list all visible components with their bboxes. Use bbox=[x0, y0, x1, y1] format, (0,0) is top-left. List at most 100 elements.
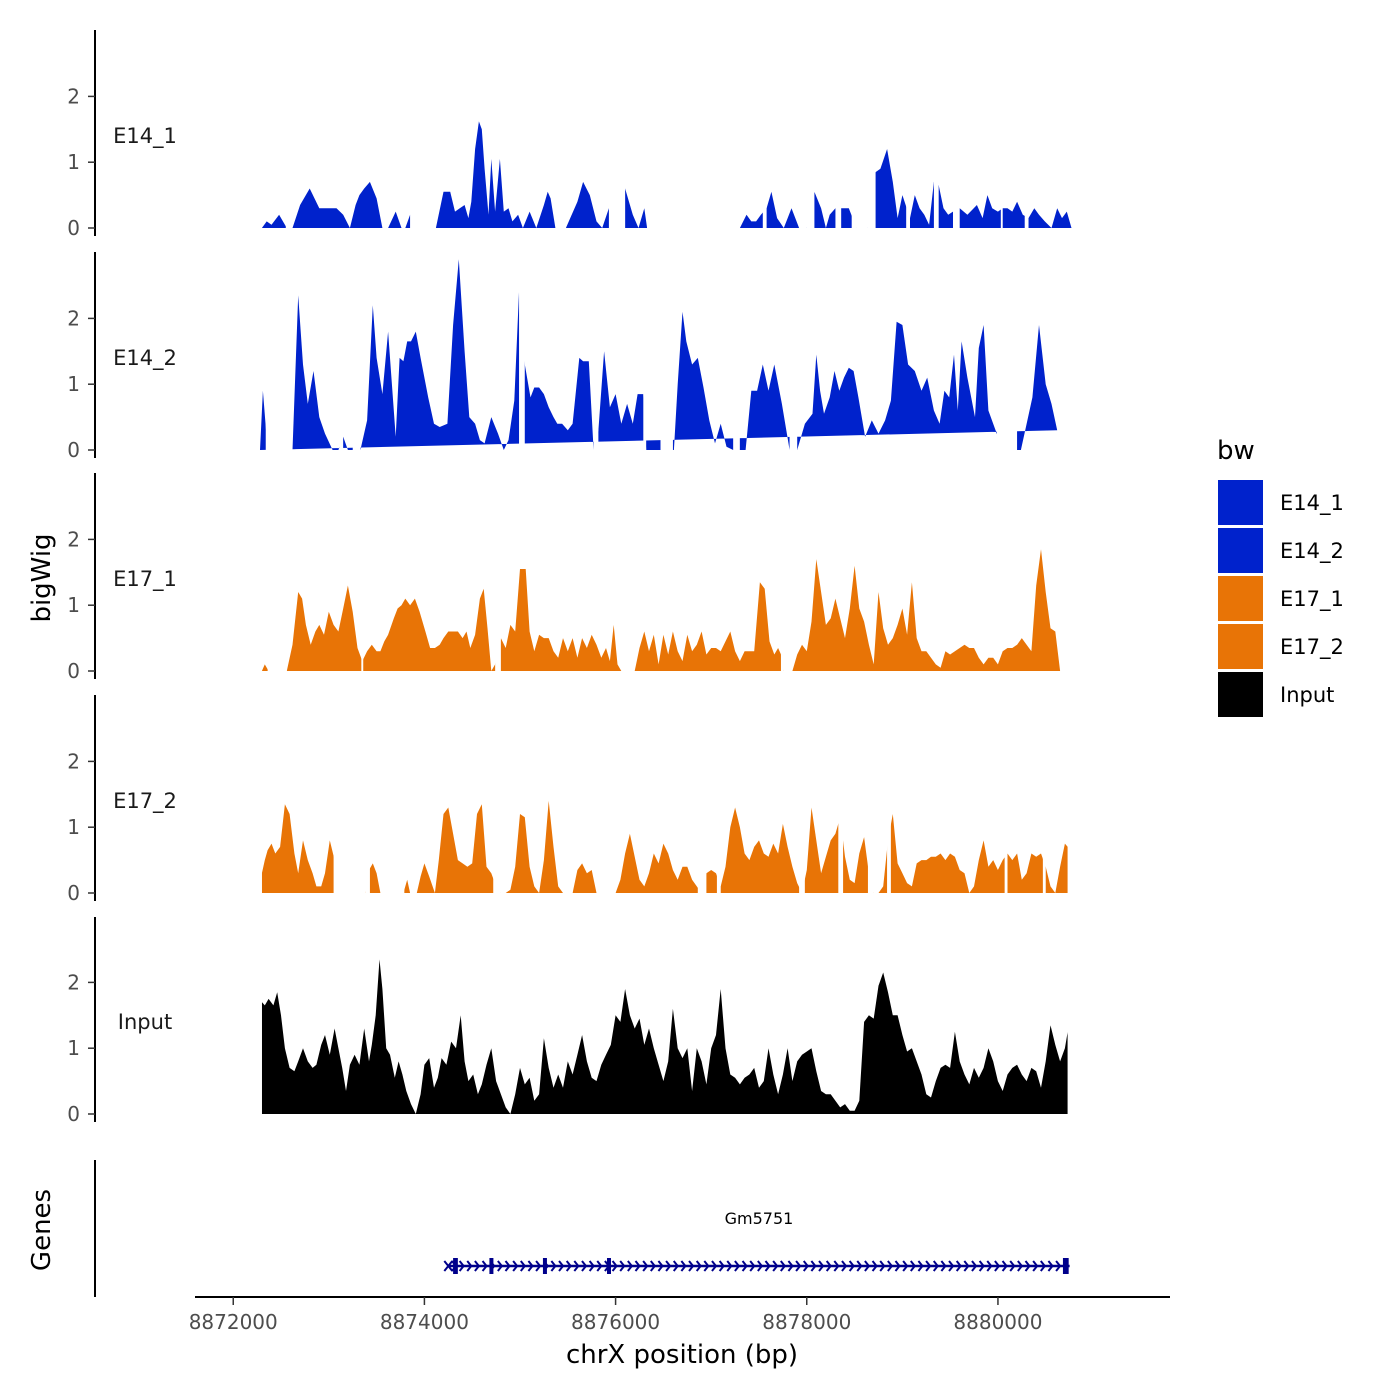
strand-arrow bbox=[1017, 1260, 1024, 1272]
strand-arrow bbox=[925, 1260, 932, 1272]
strand-arrow bbox=[856, 1260, 863, 1272]
strand-arrow bbox=[550, 1260, 557, 1272]
strand-arrow bbox=[504, 1260, 511, 1272]
gene-start-marker bbox=[443, 1260, 454, 1272]
strand-arrow bbox=[573, 1260, 580, 1272]
y-tick-label: 2 bbox=[67, 84, 80, 108]
gene-Gm5751: Gm5751 bbox=[443, 1209, 1070, 1274]
legend-label: E14_2 bbox=[1280, 539, 1344, 564]
strand-arrow bbox=[688, 1260, 695, 1272]
genes-panel: Gm5751 bbox=[94, 1160, 1070, 1297]
strand-arrow bbox=[894, 1260, 901, 1272]
track-E14_1: 0 1 2 E14_1 bbox=[67, 30, 1072, 240]
y-tick-label: 0 bbox=[67, 438, 80, 462]
strand-arrow bbox=[787, 1260, 794, 1272]
strand-arrow bbox=[879, 1260, 886, 1272]
strand-arrow bbox=[474, 1260, 481, 1272]
exon bbox=[542, 1258, 547, 1274]
exon bbox=[1062, 1258, 1069, 1274]
y-axis-title: bigWig bbox=[27, 533, 57, 622]
strand-arrow bbox=[665, 1260, 672, 1272]
strand-arrow bbox=[795, 1260, 802, 1272]
signal-area-Input bbox=[261, 959, 1068, 1114]
track-label: Input bbox=[118, 1010, 172, 1034]
strand-arrow bbox=[519, 1260, 527, 1272]
strand-arrow bbox=[1032, 1260, 1039, 1272]
strand-arrow bbox=[466, 1260, 473, 1272]
strand-arrow bbox=[734, 1260, 741, 1272]
strand-arrow bbox=[649, 1260, 657, 1272]
strand-arrow bbox=[512, 1260, 519, 1272]
strand-arrow bbox=[772, 1260, 779, 1272]
strand-arrow bbox=[810, 1260, 817, 1272]
strand-arrow bbox=[1047, 1260, 1054, 1272]
strand-arrow bbox=[642, 1260, 649, 1272]
strand-arrow bbox=[871, 1260, 878, 1272]
strand-arrow bbox=[680, 1260, 687, 1272]
track-label: E14_2 bbox=[113, 346, 177, 371]
strand-arrow bbox=[818, 1260, 825, 1272]
y-tick-label: 0 bbox=[67, 881, 80, 905]
genes-axis-title: Genes bbox=[27, 1189, 57, 1271]
strand-arrow bbox=[1024, 1260, 1031, 1272]
track-label: E14_1 bbox=[113, 124, 177, 149]
strand-arrow bbox=[764, 1260, 771, 1272]
x-tick-label: 8872000 bbox=[189, 1310, 278, 1334]
strand-arrow bbox=[741, 1260, 748, 1272]
x-tick-label: 8874000 bbox=[380, 1310, 469, 1334]
legend-key bbox=[1218, 528, 1263, 573]
strand-arrow bbox=[703, 1260, 710, 1272]
strand-arrow bbox=[1009, 1260, 1016, 1272]
track-E17_2: 0 1 2 E17_2 bbox=[67, 695, 1068, 905]
strand-arrow bbox=[611, 1260, 618, 1272]
strand-arrow bbox=[695, 1260, 702, 1272]
strand-arrow bbox=[558, 1260, 565, 1272]
gene-name: Gm5751 bbox=[725, 1209, 794, 1228]
strand-arrow bbox=[864, 1260, 871, 1272]
x-axis: 8872000 8874000 8876000 8878000 8880000 bbox=[189, 1296, 1170, 1334]
x-tick-label: 8878000 bbox=[762, 1310, 851, 1334]
strand-arrow bbox=[458, 1260, 465, 1272]
strand-arrow bbox=[581, 1260, 588, 1272]
exon bbox=[489, 1258, 494, 1274]
strand-arrow bbox=[848, 1260, 855, 1272]
strand-arrow bbox=[978, 1260, 985, 1272]
signal-area-E17_2 bbox=[261, 800, 1068, 893]
strand-arrow bbox=[940, 1260, 947, 1272]
strand-arrow bbox=[932, 1260, 940, 1272]
y-tick-label: 2 bbox=[67, 527, 80, 551]
strand-arrow bbox=[749, 1260, 756, 1272]
y-tick-label: 0 bbox=[67, 1102, 80, 1126]
exon bbox=[453, 1258, 458, 1274]
y-tick-label: 2 bbox=[67, 970, 80, 994]
y-tick-label: 1 bbox=[67, 815, 80, 839]
strand-arrow bbox=[657, 1260, 664, 1272]
legend-label: E14_1 bbox=[1280, 491, 1344, 516]
y-tick-label: 0 bbox=[67, 659, 80, 683]
signal-tracks: 0 1 2 E14_1 0 1 2 E14_2 0 1 2 E17_1 0 1 2 E17_2 0 1 2 Input bbox=[67, 30, 1072, 1126]
track-Input: 0 1 2 Input bbox=[67, 917, 1068, 1126]
strand-arrow bbox=[963, 1260, 970, 1272]
strand-arrow bbox=[527, 1260, 534, 1272]
y-tick-label: 1 bbox=[67, 150, 80, 174]
strand-arrow bbox=[672, 1260, 680, 1272]
y-tick-label: 1 bbox=[67, 372, 80, 396]
strand-arrow bbox=[841, 1260, 848, 1272]
y-tick-label: 2 bbox=[67, 306, 80, 330]
legend-label: Input bbox=[1280, 683, 1334, 707]
legend-key bbox=[1218, 672, 1263, 717]
strand-arrow bbox=[588, 1260, 595, 1272]
x-tick-label: 8880000 bbox=[953, 1310, 1042, 1334]
strand-arrow bbox=[535, 1260, 542, 1272]
legend: bw E14_1 E14_2 E17_1 E17_2 Input bbox=[1217, 436, 1344, 717]
strand-arrow bbox=[779, 1260, 787, 1272]
strand-arrow bbox=[955, 1260, 962, 1272]
strand-arrow bbox=[481, 1260, 488, 1272]
strand-arrow bbox=[971, 1260, 978, 1272]
track-E14_2: 0 1 2 E14_2 bbox=[67, 252, 1058, 462]
legend-key bbox=[1218, 576, 1263, 621]
strand-arrow bbox=[565, 1260, 572, 1272]
signal-area-E14_2 bbox=[260, 259, 1058, 450]
strand-arrow bbox=[718, 1260, 725, 1272]
